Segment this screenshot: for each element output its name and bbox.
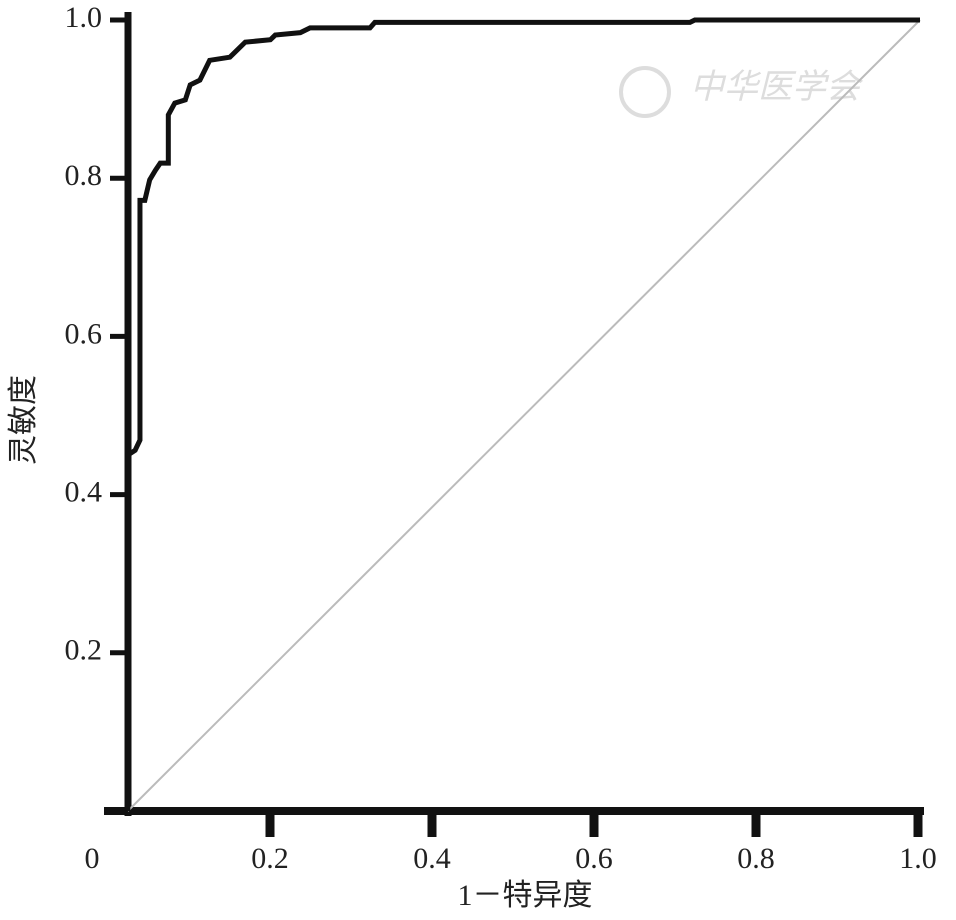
x-axis-title: 1－特异度 — [458, 879, 593, 912]
x-tick-label: 0.8 — [737, 842, 775, 875]
watermark-logo — [619, 66, 671, 118]
x-tick-label: 0.4 — [413, 842, 451, 875]
y-tick-label: 0.2 — [65, 634, 103, 667]
y-tick-label: 1.0 — [65, 1, 103, 34]
y-tick-label: 0.8 — [65, 159, 103, 192]
roc-line — [127, 19, 921, 812]
y-axis-title: 灵敏度 — [7, 375, 40, 465]
x-tick-label: 0.2 — [251, 842, 289, 875]
y-tick-label: 0.4 — [65, 475, 103, 508]
x-tick-label: 1.0 — [899, 842, 937, 875]
x-tick-label: 0.6 — [575, 842, 613, 875]
x-tick-label: 0 — [85, 842, 100, 875]
watermark: 中华医学会 — [690, 69, 864, 106]
y-tick-label: 0.6 — [65, 317, 103, 350]
roc-line — [125, 17, 920, 811]
